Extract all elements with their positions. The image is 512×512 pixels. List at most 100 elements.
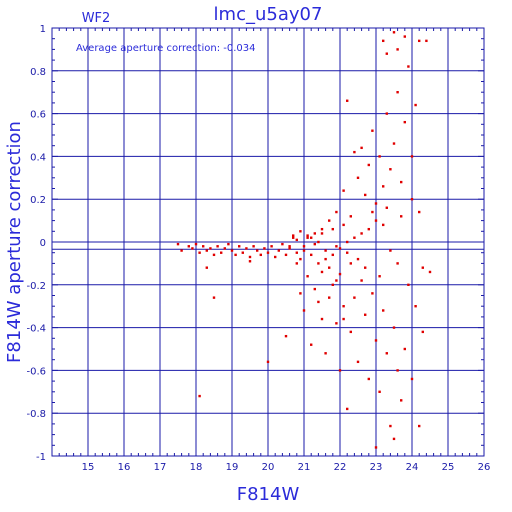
data-point bbox=[421, 330, 424, 334]
y-tick-label: 0 bbox=[40, 238, 46, 249]
data-point bbox=[364, 193, 367, 197]
data-point bbox=[320, 227, 324, 231]
y-tick-label: -1 bbox=[36, 452, 46, 463]
x-tick-label: 16 bbox=[118, 462, 131, 473]
data-point bbox=[392, 142, 396, 145]
data-point bbox=[414, 305, 417, 308]
data-point bbox=[360, 146, 363, 150]
data-point bbox=[403, 120, 406, 124]
data-point bbox=[346, 99, 349, 102]
x-tick-label: 26 bbox=[478, 462, 491, 473]
x-tick-label: 15 bbox=[82, 462, 95, 473]
data-point bbox=[241, 251, 244, 254]
data-point bbox=[364, 266, 367, 269]
data-point bbox=[227, 242, 230, 246]
data-point bbox=[230, 249, 234, 252]
y-tick-label: 0.2 bbox=[30, 195, 46, 206]
y-tick-label: -0.2 bbox=[26, 281, 46, 292]
data-point bbox=[364, 313, 367, 316]
data-point bbox=[403, 347, 406, 351]
data-point bbox=[302, 249, 306, 252]
data-point bbox=[346, 240, 349, 244]
data-point bbox=[346, 251, 349, 254]
data-point bbox=[328, 296, 331, 299]
plot-frame bbox=[51, 27, 485, 457]
data-point bbox=[392, 31, 396, 34]
y-tick-label: -0.6 bbox=[26, 366, 46, 377]
data-point bbox=[382, 39, 385, 43]
data-point bbox=[338, 272, 342, 276]
data-point bbox=[331, 283, 334, 286]
data-point bbox=[342, 223, 345, 227]
data-point bbox=[425, 39, 428, 43]
data-point bbox=[331, 227, 334, 231]
data-point bbox=[335, 279, 338, 282]
data-point bbox=[410, 198, 414, 201]
data-point bbox=[277, 249, 280, 252]
y-tick-label: 0.8 bbox=[30, 67, 46, 78]
data-point bbox=[374, 202, 378, 205]
data-point bbox=[299, 230, 302, 233]
x-tick-labels: 15 16 17 18 19 20 21 22 23 24 25 26 bbox=[82, 462, 491, 473]
data-point bbox=[356, 257, 360, 261]
data-point bbox=[310, 253, 313, 257]
data-point bbox=[216, 245, 219, 248]
x-tick-label: 17 bbox=[154, 462, 167, 473]
data-point bbox=[400, 180, 403, 184]
data-point bbox=[392, 326, 396, 329]
data-point bbox=[407, 65, 410, 68]
chart-title: lmc_u5ay07 bbox=[214, 4, 323, 25]
data-point bbox=[356, 176, 360, 179]
data-point bbox=[396, 91, 399, 94]
data-point bbox=[389, 168, 392, 171]
data-point bbox=[288, 247, 291, 250]
data-point bbox=[302, 245, 306, 248]
x-tick-label: 19 bbox=[226, 462, 239, 473]
data-point bbox=[385, 352, 388, 355]
data-point bbox=[407, 283, 410, 286]
data-point bbox=[256, 249, 259, 252]
data-point bbox=[353, 296, 356, 299]
data-point bbox=[367, 163, 370, 167]
data-point bbox=[324, 257, 327, 261]
data-point bbox=[324, 249, 327, 252]
data-point bbox=[259, 253, 262, 257]
data-point bbox=[180, 249, 183, 252]
data-points bbox=[176, 31, 432, 449]
data-point bbox=[320, 232, 324, 235]
data-point bbox=[284, 253, 288, 257]
data-point bbox=[421, 266, 424, 269]
data-point bbox=[353, 236, 356, 239]
x-tick-label: 23 bbox=[370, 462, 383, 473]
data-point bbox=[378, 155, 381, 158]
data-point bbox=[414, 103, 417, 107]
data-point bbox=[353, 150, 356, 154]
data-point bbox=[198, 394, 201, 398]
data-point bbox=[378, 275, 381, 278]
data-point bbox=[378, 390, 381, 393]
data-point bbox=[389, 249, 392, 252]
data-point bbox=[198, 251, 201, 254]
data-point bbox=[331, 253, 334, 257]
x-tick-label: 25 bbox=[442, 462, 455, 473]
data-point bbox=[220, 251, 223, 254]
data-point bbox=[410, 377, 414, 381]
data-point bbox=[385, 52, 388, 55]
y-tick-labels: -1 -0.8 -0.6 -0.4 -0.2 0 0.2 0.4 0.6 0.8 1 bbox=[26, 24, 46, 463]
data-point bbox=[356, 360, 360, 364]
data-point bbox=[295, 251, 298, 254]
y-tick-label: -0.8 bbox=[26, 409, 46, 420]
data-point bbox=[374, 446, 378, 449]
data-point bbox=[317, 262, 320, 265]
data-point bbox=[306, 275, 309, 278]
data-point bbox=[385, 112, 388, 115]
x-tick-label: 18 bbox=[190, 462, 203, 473]
y-axis-label: F814W aperture correction bbox=[4, 121, 25, 363]
data-point bbox=[281, 242, 284, 246]
data-point bbox=[382, 185, 385, 188]
data-point bbox=[385, 206, 388, 209]
data-point bbox=[335, 245, 338, 248]
data-point bbox=[389, 424, 392, 428]
data-point bbox=[371, 210, 374, 214]
data-point bbox=[176, 242, 180, 246]
